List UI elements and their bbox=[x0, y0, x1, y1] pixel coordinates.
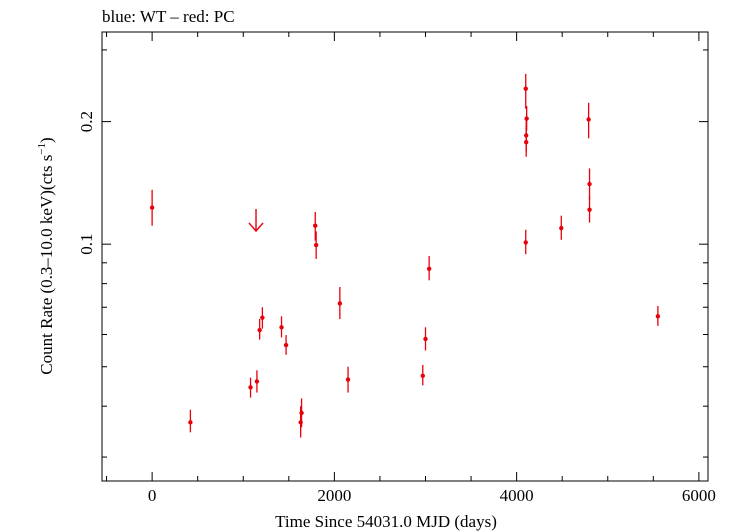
plot-border bbox=[101, 31, 709, 482]
data-point bbox=[283, 342, 289, 348]
x-axis-label: Time Since 54031.0 MJD (days) bbox=[275, 512, 497, 531]
data-point bbox=[426, 266, 432, 271]
data-points bbox=[149, 73, 661, 438]
x-tick-label: 6000 bbox=[682, 486, 716, 505]
data-point bbox=[420, 373, 425, 379]
x-tick-label: 4000 bbox=[500, 486, 534, 505]
data-point bbox=[345, 377, 351, 382]
data-point bbox=[586, 117, 591, 122]
data-point bbox=[423, 336, 428, 342]
chart-title: blue: WT – red: PC bbox=[102, 7, 235, 26]
data-point bbox=[257, 327, 262, 333]
data-point bbox=[149, 205, 155, 210]
data-point bbox=[524, 140, 529, 145]
data-point bbox=[313, 223, 318, 228]
axis-ticks bbox=[102, 32, 708, 481]
data-point bbox=[523, 240, 528, 245]
y-axis-label-superscript: −1 bbox=[36, 143, 48, 155]
data-point bbox=[248, 385, 253, 390]
plot-frame bbox=[101, 31, 709, 482]
x-tick-label: 0 bbox=[148, 486, 157, 505]
data-point bbox=[559, 225, 564, 231]
upper-limit-arrow-head bbox=[248, 222, 264, 233]
data-point bbox=[254, 379, 260, 384]
data-point bbox=[337, 301, 343, 306]
data-point bbox=[260, 315, 265, 320]
data-point bbox=[587, 181, 592, 187]
data-point bbox=[587, 207, 592, 212]
y-axis-label: Count Rate (0.3–10.0 keV)(cts s−1) bbox=[36, 137, 56, 374]
data-point bbox=[524, 116, 529, 121]
data-point bbox=[313, 242, 319, 248]
data-point bbox=[188, 420, 193, 425]
axis-tick-labels: 0 2000 4000 6000 0.1 0.2 bbox=[77, 111, 716, 505]
x-tick-label: 2000 bbox=[317, 486, 351, 505]
y-tick-label: 0.1 bbox=[77, 234, 96, 255]
data-point bbox=[523, 86, 528, 91]
data-point bbox=[655, 314, 661, 319]
data-point bbox=[299, 410, 304, 416]
y-tick-label: 0.2 bbox=[77, 111, 96, 132]
y-axis-label-tail: ) bbox=[37, 137, 56, 143]
data-point bbox=[279, 325, 284, 330]
y-axis-label-main: Count Rate (0.3–10.0 keV)(cts s bbox=[37, 155, 56, 375]
